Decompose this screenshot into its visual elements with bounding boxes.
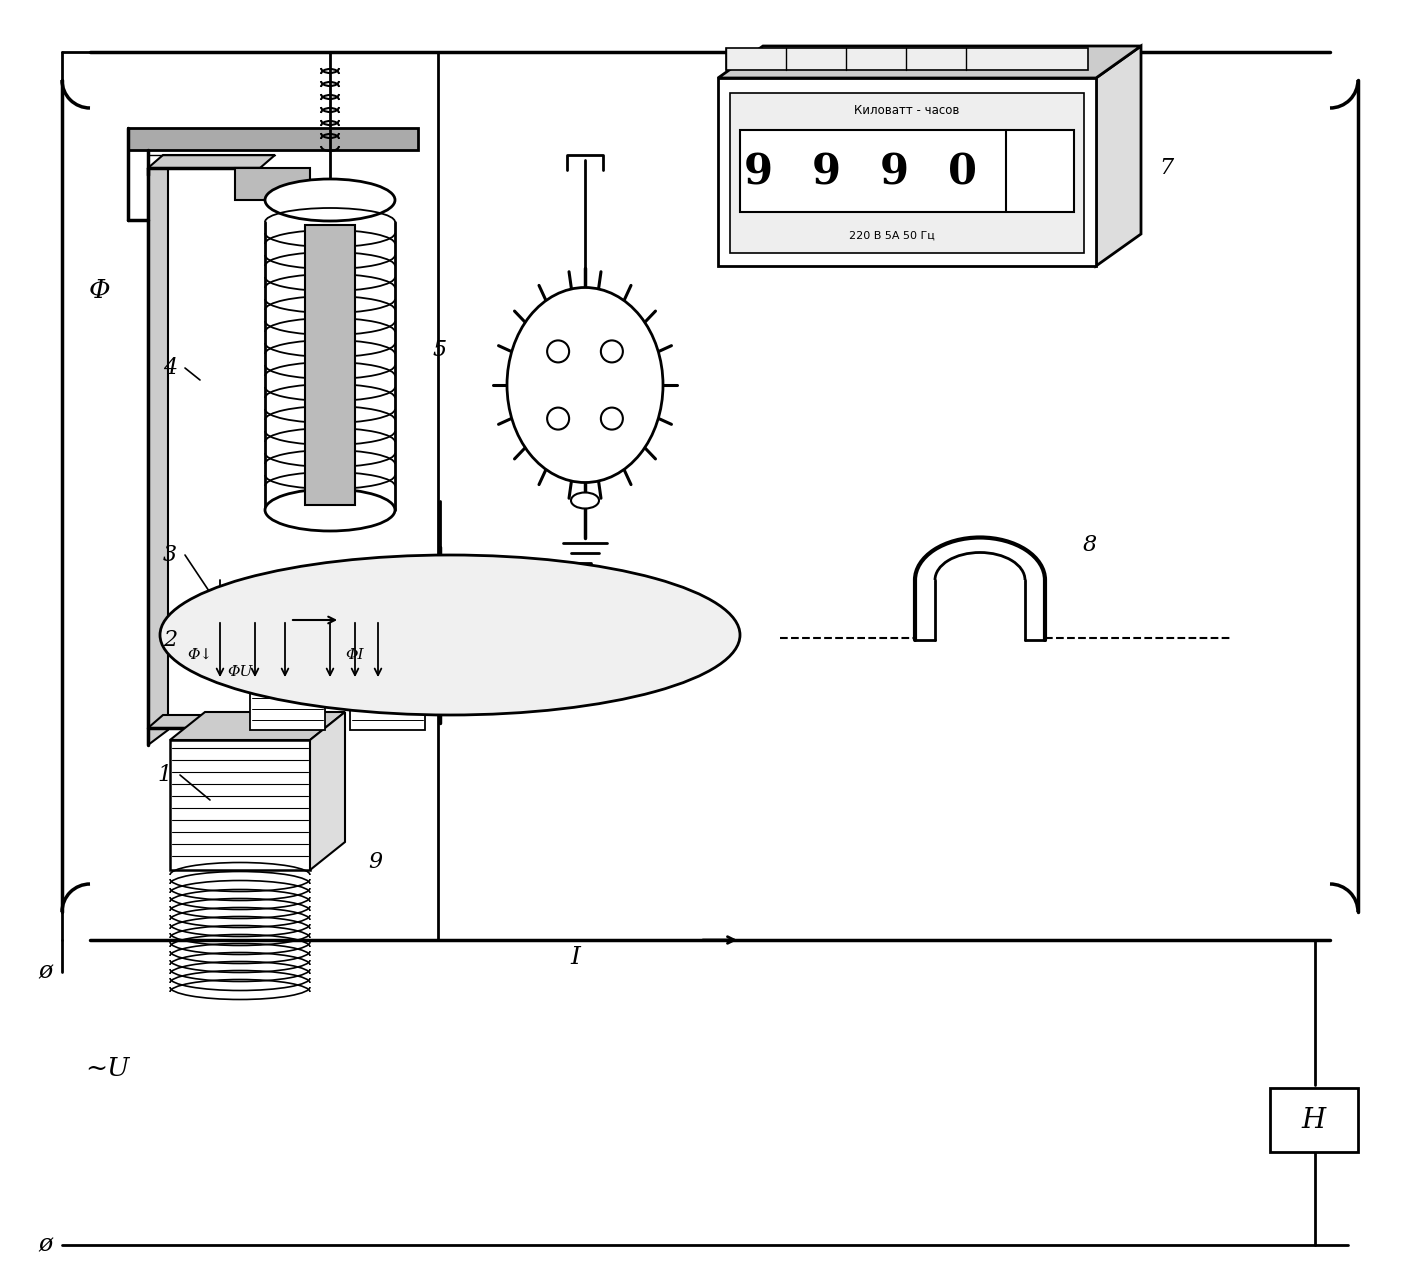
Bar [726,48,1088,70]
Bar [1271,1088,1358,1151]
Ellipse shape [547,407,568,430]
Ellipse shape [265,489,395,531]
Polygon shape [718,46,1141,79]
Ellipse shape [571,492,599,509]
Text: 9: 9 [743,151,772,193]
Bar [235,167,310,200]
Text: 8: 8 [1083,535,1097,556]
Text: 7: 7 [1159,157,1173,179]
Text: 9: 9 [879,151,909,193]
Polygon shape [310,712,345,869]
Bar [128,128,418,149]
Text: 220 В 5А 50 Гц: 220 В 5А 50 Гц [850,231,934,241]
Polygon shape [148,715,274,728]
Text: ~U: ~U [84,1055,129,1081]
Text: ø: ø [38,961,52,984]
Text: 6: 6 [537,444,552,466]
Text: ΦI: ΦI [346,648,364,662]
Text: Киловатт - часов: Киловатт - часов [854,103,960,116]
Bar [305,225,355,505]
Bar [718,79,1096,267]
Polygon shape [350,670,425,730]
Bar [730,93,1083,252]
Text: Φ↓: Φ↓ [187,648,212,662]
Text: 9: 9 [812,151,840,193]
Text: 2: 2 [163,629,177,650]
Ellipse shape [601,340,623,362]
Bar [740,130,1074,213]
Ellipse shape [265,179,395,222]
Polygon shape [1096,46,1141,267]
Text: 1: 1 [158,764,172,786]
Polygon shape [170,712,345,741]
Text: ΦU: ΦU [228,665,253,679]
Text: I: I [570,947,580,970]
Polygon shape [148,155,274,167]
Polygon shape [148,155,167,744]
Text: 9: 9 [369,851,383,873]
Ellipse shape [507,287,663,483]
Ellipse shape [601,407,623,430]
Text: 0: 0 [947,151,976,193]
Ellipse shape [547,340,568,362]
Text: 4: 4 [163,357,177,379]
Polygon shape [170,741,310,869]
Ellipse shape [160,555,740,715]
Text: 3: 3 [163,544,177,565]
Polygon shape [250,670,325,730]
Text: ø: ø [38,1234,52,1257]
Text: 5: 5 [433,339,447,361]
Text: Φ: Φ [89,277,111,303]
Text: H: H [1301,1106,1327,1133]
